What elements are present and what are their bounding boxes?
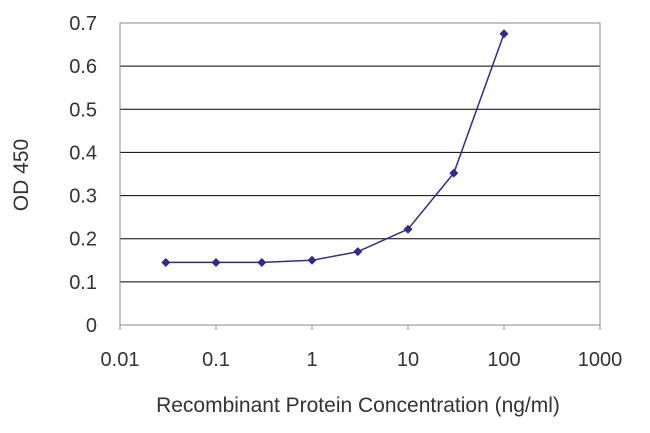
plot-frame xyxy=(119,22,601,326)
data-point-marker xyxy=(307,255,317,265)
grid-lines xyxy=(120,22,600,283)
y-tick-label: 0.3 xyxy=(69,186,97,208)
data-point-marker xyxy=(353,247,363,257)
x-tick-labels: 0.01 0.1 1 10 100 1000 xyxy=(101,325,623,371)
y-axis-label: OD 450 xyxy=(10,139,33,211)
y-tick-label: 0.5 xyxy=(69,99,97,121)
x-axis-label: Recombinant Protein Concentration (ng/ml… xyxy=(156,394,560,417)
y-tick-label: 0.6 xyxy=(69,56,97,78)
y-tick-label: 0 xyxy=(86,315,97,337)
y-tick-label: 0.1 xyxy=(69,272,97,294)
x-tick-label: 1000 xyxy=(578,349,623,371)
series-layer xyxy=(165,33,505,264)
data-point-marker xyxy=(257,257,267,267)
y-tick-labels: 0 0.1 0.2 0.3 0.4 0.5 0.6 0.7 xyxy=(69,13,97,337)
data-point-marker xyxy=(211,257,221,267)
series-line xyxy=(165,33,505,264)
y-tick-label: 0.2 xyxy=(69,229,97,251)
data-point-marker xyxy=(499,29,509,39)
data-point-marker xyxy=(161,257,171,267)
data-point-marker xyxy=(403,224,413,234)
marker-layer xyxy=(161,29,509,267)
x-tick-label: 1 xyxy=(306,349,317,371)
y-tick-label: 0.4 xyxy=(69,142,97,164)
x-tick-label: 0.1 xyxy=(202,349,230,371)
data-point-marker xyxy=(449,168,459,178)
x-tick-label: 10 xyxy=(397,349,419,371)
y-tick-label: 0.7 xyxy=(69,13,97,35)
x-tick-label: 0.01 xyxy=(101,349,140,371)
x-tick-label: 100 xyxy=(487,349,520,371)
